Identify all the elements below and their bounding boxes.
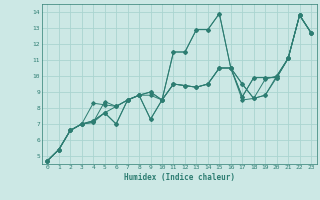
X-axis label: Humidex (Indice chaleur): Humidex (Indice chaleur) [124,173,235,182]
